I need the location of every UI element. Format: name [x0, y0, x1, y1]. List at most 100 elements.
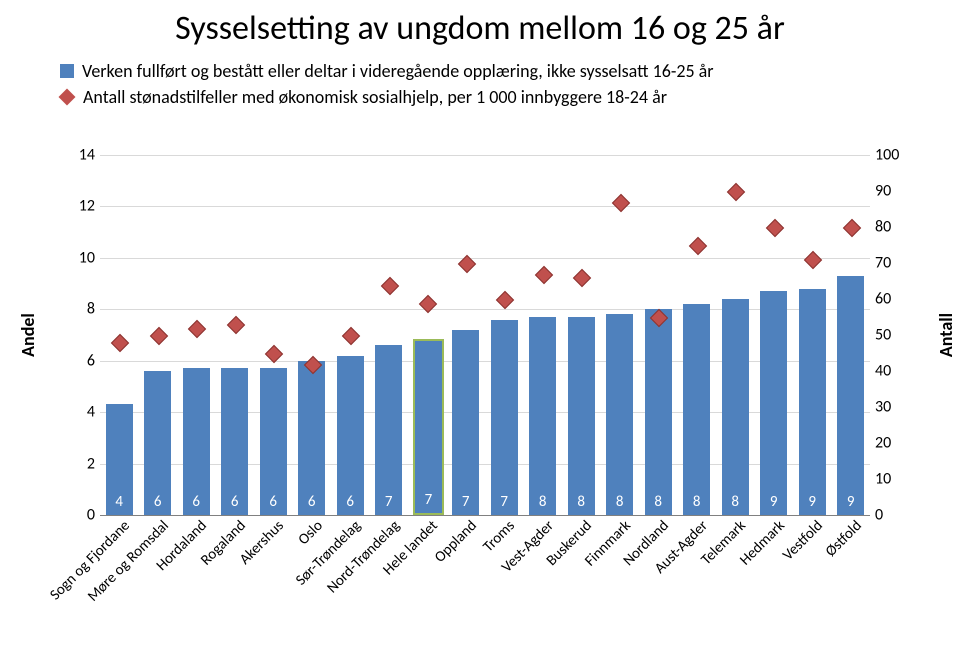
- bar-value-label: 8: [568, 493, 595, 511]
- diamond-icon: [59, 89, 76, 106]
- bar-slot: 9: [793, 155, 832, 515]
- y-left-tick-label: 8: [65, 300, 95, 319]
- marker: [152, 330, 163, 341]
- bar-slot: 6: [293, 155, 332, 515]
- bar-value-label: 7: [452, 493, 479, 511]
- marker: [807, 254, 818, 265]
- bar-slot: 8: [562, 155, 601, 515]
- marker: [499, 294, 510, 305]
- marker: [653, 312, 664, 323]
- y-left-tick-label: 14: [65, 146, 95, 165]
- bar-slot: 8: [639, 155, 678, 515]
- bar-slot: 7: [447, 155, 486, 515]
- bar: 6: [144, 371, 171, 515]
- x-axis-label: Oppland: [431, 517, 481, 567]
- bar-value-label: 8: [722, 493, 749, 511]
- y-right-tick-label: 40: [875, 362, 915, 381]
- x-axis-label: Vestfold: [780, 517, 827, 564]
- x-axis-label: Oslo: [294, 517, 326, 549]
- marker: [345, 330, 356, 341]
- bar-value-label: 7: [415, 491, 442, 509]
- marker: [845, 222, 856, 233]
- bar-slot: 7: [485, 155, 524, 515]
- square-icon: [60, 64, 74, 78]
- y-right-tick-label: 100: [875, 146, 915, 165]
- bar-value-label: 7: [375, 493, 402, 511]
- bar-value-label: 7: [491, 493, 518, 511]
- bar: 6: [337, 356, 364, 515]
- bar-value-label: 6: [221, 493, 248, 511]
- bar: 7: [413, 339, 444, 515]
- bar-value-label: 6: [298, 493, 325, 511]
- bar: 7: [452, 330, 479, 515]
- marker: [537, 268, 548, 279]
- legend-item-markers: Antall stønadstilfeller med økonomisk so…: [60, 86, 714, 108]
- y-right-tick-label: 20: [875, 434, 915, 453]
- bar-slot: 7: [370, 155, 409, 515]
- marker: [306, 358, 317, 369]
- page-title: Sysselsetting av ungdom mellom 16 og 25 …: [0, 8, 960, 49]
- y-right-tick-label: 0: [875, 506, 915, 525]
- x-axis-label: Østfold: [822, 517, 866, 561]
- y-left-tick-label: 4: [65, 403, 95, 422]
- y-left-tick-label: 0: [65, 506, 95, 525]
- y-right-tick-label: 50: [875, 326, 915, 345]
- marker: [691, 240, 702, 251]
- bar: 6: [221, 368, 248, 515]
- y-right-tick-label: 30: [875, 398, 915, 417]
- bar-value-label: 9: [799, 493, 826, 511]
- chart-area: 0246810121401020304050607080901004666666…: [70, 155, 900, 535]
- x-axis-labels: Sogn og FjordaneMøre og RomsdalHordaland…: [100, 517, 870, 627]
- bar: 6: [183, 368, 210, 515]
- bar-value-label: 6: [260, 493, 287, 511]
- bar: 8: [606, 314, 633, 515]
- legend: Verken fullført og bestått eller deltar …: [60, 60, 714, 112]
- y-left-tick-label: 10: [65, 248, 95, 267]
- bar-value-label: 8: [645, 493, 672, 511]
- plot-region: 0246810121401020304050607080901004666666…: [100, 155, 870, 516]
- y-left-tick-label: 2: [65, 454, 95, 473]
- marker: [730, 186, 741, 197]
- bar-slot: 8: [678, 155, 717, 515]
- bar-value-label: 9: [760, 493, 787, 511]
- legend-label-markers: Antall stønadstilfeller med økonomisk so…: [83, 86, 667, 108]
- bar-slot: 6: [254, 155, 293, 515]
- y-left-tick-label: 6: [65, 351, 95, 370]
- bar-slot: 9: [832, 155, 871, 515]
- bar: 9: [760, 291, 787, 515]
- bar: 6: [260, 368, 287, 515]
- bar: 8: [568, 317, 595, 515]
- legend-label-bars: Verken fullført og bestått eller deltar …: [82, 60, 714, 82]
- marker: [460, 258, 471, 269]
- marker: [114, 337, 125, 348]
- bar: 8: [529, 317, 556, 515]
- marker: [768, 222, 779, 233]
- bar-slot: 8: [524, 155, 563, 515]
- marker: [422, 297, 433, 308]
- y-right-tick-label: 70: [875, 254, 915, 273]
- bar: 8: [683, 304, 710, 515]
- marker: [268, 348, 279, 359]
- bar-value-label: 8: [683, 493, 710, 511]
- y-right-tick-label: 90: [875, 182, 915, 201]
- marker: [229, 319, 240, 330]
- bar-slot: 8: [716, 155, 755, 515]
- bar-value-label: 6: [144, 493, 171, 511]
- marker: [576, 272, 587, 283]
- bar: 7: [491, 320, 518, 515]
- bar: 8: [645, 309, 672, 515]
- y-right-tick-label: 10: [875, 470, 915, 489]
- bar-value-label: 6: [183, 493, 210, 511]
- bar: 6: [298, 361, 325, 515]
- bar-slot: 7: [408, 155, 447, 515]
- y-left-axis-title: Andel: [18, 155, 38, 515]
- bar-value-label: 4: [106, 493, 133, 511]
- y-right-tick-label: 60: [875, 290, 915, 309]
- bar-value-label: 6: [337, 493, 364, 511]
- bar: 9: [799, 289, 826, 515]
- bar-value-label: 9: [837, 493, 864, 511]
- marker: [191, 322, 202, 333]
- bar: 4: [106, 404, 133, 515]
- y-left-tick-label: 12: [65, 197, 95, 216]
- legend-item-bars: Verken fullført og bestått eller deltar …: [60, 60, 714, 82]
